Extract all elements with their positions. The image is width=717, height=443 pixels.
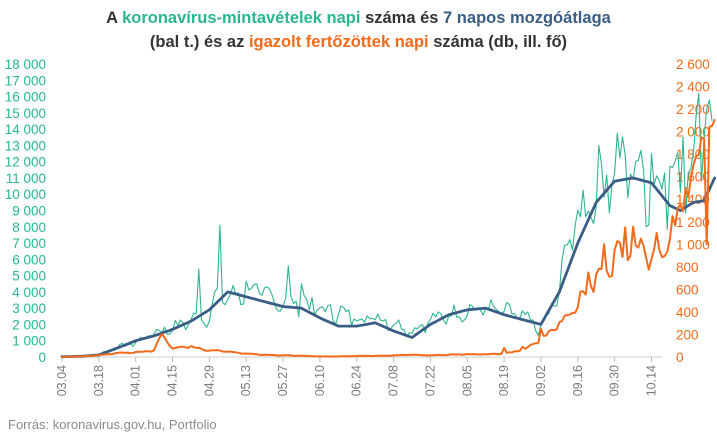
left-tick-label: 5 000: [12, 269, 46, 284]
x-tick-label: 08.05: [460, 365, 474, 396]
x-tick-label: 05.27: [276, 365, 290, 396]
title-line1-segment-0: A: [106, 9, 123, 27]
x-tick-label: 03.18: [92, 365, 106, 396]
moving-average-line: [60, 176, 716, 359]
left-tick-label: 10 000: [5, 187, 46, 202]
left-tick-label: 2 000: [12, 317, 46, 332]
x-tick-label: 09.16: [571, 365, 585, 396]
x-tick-label: 04.01: [129, 365, 143, 396]
confirmed-line: [61, 119, 716, 358]
right-tick-label: 600: [676, 282, 699, 297]
right-tick-label: 1 200: [676, 215, 710, 230]
chart-title-line-2: (bal t.) és az igazolt fertőzöttek napi …: [0, 32, 717, 53]
left-tick-label: 17 000: [5, 73, 46, 88]
right-tick-label: 2 600: [676, 57, 710, 72]
left-tick-label: 14 000: [5, 122, 46, 137]
x-tick-label: 03.04: [55, 365, 69, 396]
x-tick-label: 04.29: [202, 365, 216, 396]
left-tick-label: 6 000: [12, 252, 46, 267]
right-tick-label: 2 000: [676, 125, 710, 140]
left-tick-label: 15 000: [5, 106, 46, 121]
title-line1-segment-3: 7 napos mozgóátlaga: [443, 9, 611, 27]
left-tick-label: 3 000: [12, 301, 46, 316]
left-tick-label: 7 000: [12, 236, 46, 251]
x-tick-label: 09.30: [608, 365, 622, 396]
left-tick-label: 16 000: [5, 90, 46, 105]
right-tick-label: 2 200: [676, 102, 710, 117]
right-tick-label: 1 000: [676, 237, 710, 252]
left-tick-label: 13 000: [5, 138, 46, 153]
x-tick-label: 04.15: [166, 365, 180, 396]
x-tick-label: 06.10: [313, 365, 327, 396]
left-tick-label: 8 000: [12, 220, 46, 235]
x-tick-label: 07.22: [423, 365, 437, 396]
x-tick-label: 08.19: [497, 365, 511, 396]
x-axis: 03.04 03.18 04.01 04.15 04.29 05.13 05.27 06.10…: [55, 357, 658, 396]
right-tick-label: 200: [676, 327, 699, 342]
left-tick-label: 0: [38, 350, 46, 365]
left-tick-label: 18 000: [5, 57, 46, 72]
x-tick-label: 07.08: [387, 365, 401, 396]
left-tick-label: 1 000: [12, 334, 46, 349]
left-tick-label: 4 000: [12, 285, 46, 300]
x-tick-label: 05.13: [239, 365, 253, 396]
right-tick-label: 400: [676, 305, 699, 320]
title-line2-segment-0: (bal t.) és az: [149, 33, 249, 51]
right-tick-label: 800: [676, 260, 699, 275]
title-line1-segment-2: száma és: [360, 9, 444, 27]
title-line2-segment-2: száma (db, ill. fő): [428, 33, 568, 51]
left-tick-label: 9 000: [12, 204, 46, 219]
series-layer: [60, 92, 716, 359]
x-tick-label: 06.24: [350, 365, 364, 396]
x-tick-label: 10.14: [644, 365, 658, 396]
left-tick-label: 11 000: [6, 171, 46, 186]
chart-title-line-1: A koronavírus-mintavételek napi száma és…: [0, 8, 717, 29]
title-line2-segment-1: igazolt fertőzöttek napi: [248, 33, 429, 51]
title-line1-segment-1: koronavírus-mintavételek napi: [122, 9, 361, 27]
right-tick-label: 2 400: [676, 80, 710, 95]
left-tick-label: 12 000: [5, 155, 46, 170]
x-tick-label: 09.02: [534, 365, 548, 396]
right-tick-label: 0: [676, 350, 684, 365]
tests-line: [61, 92, 713, 358]
source-note: Forrás: koronavirus.gov.hu, Portfolio: [8, 417, 217, 432]
